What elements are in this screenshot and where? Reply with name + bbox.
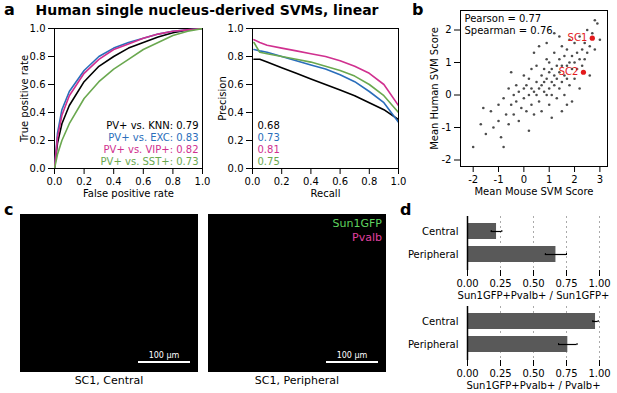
svg-text:0.25: 0.25 [489, 368, 511, 379]
svg-text:1.00: 1.00 [588, 368, 610, 379]
svg-text:0.6: 0.6 [30, 79, 46, 90]
svg-text:0.2: 0.2 [274, 176, 290, 187]
svg-text:1: 1 [445, 57, 451, 68]
svg-text:0.6: 0.6 [228, 79, 244, 90]
svg-text:PV+ vs. VIP+: 0.82: PV+ vs. VIP+: 0.82 [104, 144, 199, 155]
svg-text:0.75: 0.75 [258, 156, 280, 167]
html-text:SC1, Peripheral: SC1, Peripheral [254, 374, 340, 387]
svg-text:2: 2 [571, 174, 577, 185]
svg-text:True positive rate: True positive rate [19, 55, 30, 143]
html-text:b: b [412, 0, 424, 19]
svg-text:1.0: 1.0 [30, 23, 46, 34]
svg-text:0.4: 0.4 [228, 107, 244, 118]
svg-text:Mean Mouse SVM Score: Mean Mouse SVM Score [474, 186, 593, 197]
svg-text:Peripheral: Peripheral [408, 339, 459, 350]
svg-text:Spearman = 0.76: Spearman = 0.76 [465, 25, 553, 36]
svg-text:Peripheral: Peripheral [408, 249, 459, 260]
svg-text:2: 2 [445, 24, 451, 35]
svg-text:Mean Human SVM Score: Mean Human SVM Score [429, 27, 440, 150]
svg-text:0.68: 0.68 [258, 120, 280, 131]
svg-text:-1: -1 [442, 122, 452, 133]
svg-text:0.0: 0.0 [228, 163, 244, 174]
svg-text:PV+ vs. EXC: 0.83: PV+ vs. EXC: 0.83 [108, 132, 198, 143]
svg-text:0.81: 0.81 [258, 144, 280, 155]
svg-text:0.8: 0.8 [361, 176, 377, 187]
svg-text:3: 3 [597, 174, 603, 185]
svg-text:0: 0 [445, 89, 451, 100]
svg-text:0.4: 0.4 [106, 176, 122, 187]
html-text:c: c [4, 200, 14, 219]
svg-text:Sun1GFP+Pvalb+ / Sun1GFP+: Sun1GFP+Pvalb+ / Sun1GFP+ [458, 290, 610, 301]
svg-text:0.25: 0.25 [489, 278, 511, 289]
svg-text:0.6: 0.6 [332, 176, 348, 187]
svg-text:0.75: 0.75 [555, 368, 577, 379]
svg-text:0.0: 0.0 [30, 163, 46, 174]
svg-text:Recall: Recall [311, 188, 341, 199]
svg-text:PV+ vs. SST+: 0.73: PV+ vs. SST+: 0.73 [101, 156, 199, 167]
html-text:a: a [4, 0, 15, 19]
svg-text:1.00: 1.00 [588, 278, 610, 289]
svg-text:1.0: 1.0 [391, 176, 407, 187]
svg-text:1.0: 1.0 [228, 23, 244, 34]
svg-text:SC2: SC2 [559, 66, 579, 77]
html-text:Human single nucleus-derived S: Human single nucleus-derived SVMs, linea… [35, 2, 379, 18]
html-text:Sun1GFP: Sun1GFP [332, 217, 382, 230]
svg-text:0.4: 0.4 [30, 107, 46, 118]
html-text:SC1, Central: SC1, Central [74, 374, 144, 387]
svg-text:0.8: 0.8 [165, 176, 181, 187]
svg-text:0.0: 0.0 [245, 176, 261, 187]
svg-text:SC1: SC1 [568, 32, 588, 43]
svg-text:0.2: 0.2 [228, 135, 244, 146]
svg-text:0.0: 0.0 [47, 176, 63, 187]
svg-text:100 µm: 100 µm [337, 351, 368, 360]
svg-text:-2: -2 [442, 154, 452, 165]
svg-text:0.2: 0.2 [76, 176, 92, 187]
svg-text:0.2: 0.2 [30, 135, 46, 146]
svg-text:-2: -2 [468, 174, 478, 185]
svg-text:False positive rate: False positive rate [83, 188, 174, 199]
svg-text:0: 0 [521, 174, 527, 185]
svg-text:Sun1GFP+Pvalb+ / Pvalb+: Sun1GFP+Pvalb+ / Pvalb+ [466, 380, 600, 391]
svg-text:0.75: 0.75 [555, 278, 577, 289]
svg-text:0.73: 0.73 [258, 132, 280, 143]
svg-text:0.8: 0.8 [228, 51, 244, 62]
html-text:Pvalb: Pvalb [352, 231, 382, 244]
svg-text:PV+ vs. KNN: 0.79: PV+ vs. KNN: 0.79 [106, 120, 198, 131]
svg-text:1: 1 [546, 174, 552, 185]
svg-text:Central: Central [422, 226, 458, 237]
svg-text:0.8: 0.8 [30, 51, 46, 62]
svg-text:-1: -1 [494, 174, 504, 185]
svg-text:0.00: 0.00 [456, 278, 478, 289]
svg-text:1.0: 1.0 [195, 176, 211, 187]
svg-text:0.6: 0.6 [135, 176, 151, 187]
svg-text:100 µm: 100 µm [149, 351, 180, 360]
svg-text:0.50: 0.50 [522, 278, 544, 289]
svg-text:0.00: 0.00 [456, 368, 478, 379]
svg-text:Precision: Precision [217, 76, 228, 121]
html-text:d: d [400, 200, 412, 219]
svg-text:Pearson = 0.77: Pearson = 0.77 [465, 13, 542, 24]
svg-text:Central: Central [422, 316, 458, 327]
svg-text:0.4: 0.4 [303, 176, 319, 187]
svg-text:0.50: 0.50 [522, 368, 544, 379]
